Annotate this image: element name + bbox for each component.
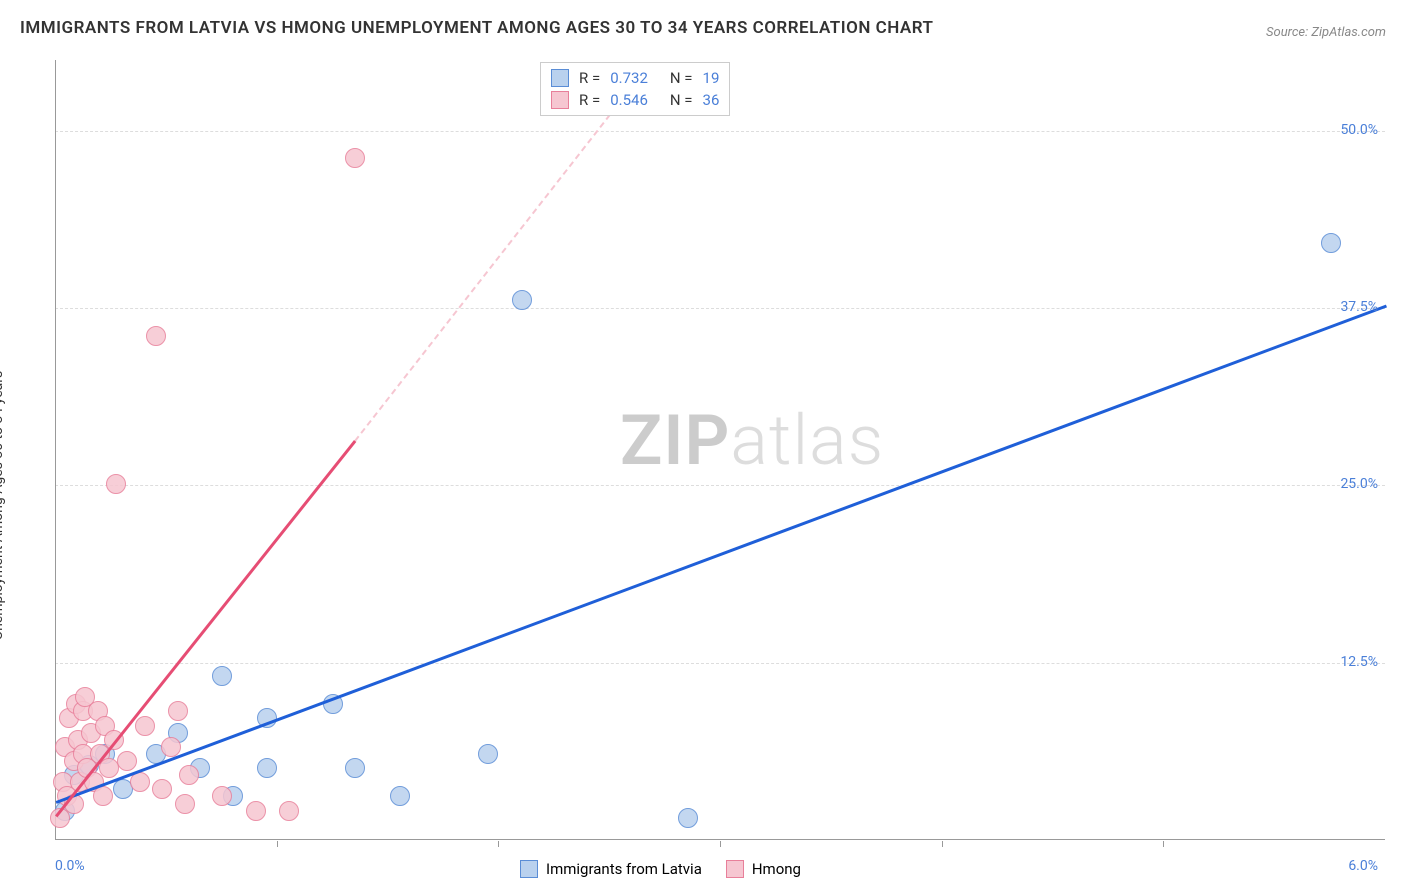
x-tick	[1163, 841, 1164, 847]
data-point	[93, 786, 113, 806]
data-point	[152, 779, 172, 799]
legend-label: Immigrants from Latvia	[546, 860, 702, 878]
data-point	[512, 290, 532, 310]
legend-item: Hmong	[726, 860, 801, 878]
stat-n-value: 19	[703, 69, 720, 87]
stat-r-value: 0.732	[610, 69, 648, 87]
chart-container: IMMIGRANTS FROM LATVIA VS HMONG UNEMPLOY…	[0, 0, 1406, 892]
data-point	[168, 701, 188, 721]
y-tick-label: 50.0%	[1340, 122, 1378, 138]
trend-line	[56, 305, 1387, 804]
legend-series: Immigrants from Latvia Hmong	[520, 860, 801, 878]
data-point	[678, 808, 698, 828]
stat-n-label: N =	[670, 91, 693, 109]
data-point	[106, 474, 126, 494]
data-point	[390, 786, 410, 806]
data-point	[1321, 233, 1341, 253]
data-point	[179, 765, 199, 785]
legend-label: Hmong	[752, 860, 801, 878]
x-tick	[720, 841, 721, 847]
data-point	[175, 794, 195, 814]
stat-n-value: 36	[703, 91, 720, 109]
x-tick	[942, 841, 943, 847]
data-point	[135, 716, 155, 736]
data-point	[257, 758, 277, 778]
data-point	[212, 666, 232, 686]
data-point	[279, 801, 299, 821]
data-point	[345, 758, 365, 778]
y-tick-label: 37.5%	[1340, 299, 1378, 315]
data-point	[130, 772, 150, 792]
legend-stat-row: R = 0.546 N = 36	[551, 89, 719, 111]
data-point	[117, 751, 137, 771]
legend-swatch	[726, 860, 744, 878]
stat-r-value: 0.546	[610, 91, 648, 109]
data-point	[345, 148, 365, 168]
source-attribution: Source: ZipAtlas.com	[1266, 25, 1386, 40]
x-tick	[498, 841, 499, 847]
data-point	[212, 786, 232, 806]
stat-r-label: R =	[579, 91, 600, 109]
y-tick-label: 12.5%	[1340, 654, 1378, 670]
x-tick-max: 6.0%	[1348, 858, 1378, 874]
plot-area	[55, 60, 1385, 840]
trend-line-dashed	[354, 114, 610, 441]
data-point	[146, 326, 166, 346]
chart-title: IMMIGRANTS FROM LATVIA VS HMONG UNEMPLOY…	[20, 18, 933, 38]
data-point	[246, 801, 266, 821]
legend-item: Immigrants from Latvia	[520, 860, 702, 878]
stat-r-label: R =	[579, 69, 600, 87]
legend-swatch	[520, 860, 538, 878]
legend-stats: R = 0.732 N = 19 R = 0.546 N = 36	[540, 62, 730, 116]
legend-swatch	[551, 91, 569, 109]
legend-stat-row: R = 0.732 N = 19	[551, 67, 719, 89]
y-tick-label: 25.0%	[1340, 476, 1378, 492]
x-tick-min: 0.0%	[55, 858, 85, 874]
y-axis-label: Unemployment Among Ages 30 to 34 years	[0, 371, 6, 640]
x-tick	[277, 841, 278, 847]
data-point	[478, 744, 498, 764]
data-point	[161, 737, 181, 757]
legend-swatch	[551, 69, 569, 87]
stat-n-label: N =	[670, 69, 693, 87]
